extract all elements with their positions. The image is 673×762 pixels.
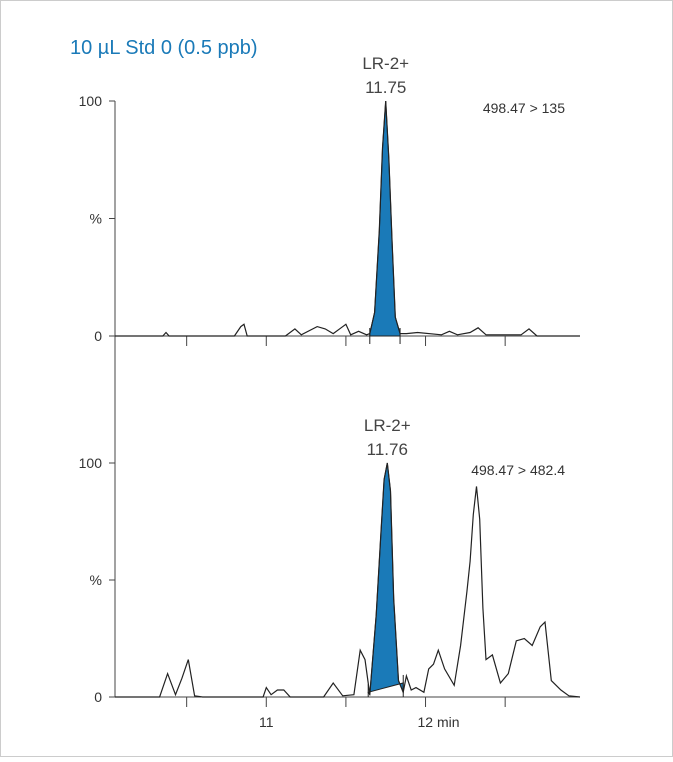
peak-rt-label: 11.76 [367, 440, 408, 459]
chromatogram-trace [115, 100, 580, 337]
y-tick-label: % [90, 211, 102, 227]
x-tick-label: 11 [259, 714, 274, 730]
transition-label: 498.47 > 135 [483, 100, 565, 116]
panel-2: 0% 100 LR-2+ 11.76 498.47 > 482.4 [79, 416, 581, 707]
y-tick-label: 0 [94, 328, 102, 344]
y-tick-label: 100 [79, 93, 103, 109]
y-tick-label: 100 [79, 455, 103, 471]
chromatogram-trace [115, 462, 581, 698]
peak-rt-label: 11.75 [365, 78, 406, 97]
y-tick-label: % [90, 572, 102, 588]
transition-label: 498.47 > 482.4 [471, 462, 565, 478]
peak-name-label: LR-2+ [362, 54, 409, 73]
panel-1: 0% 100 LR-2+ 11.75 498.47 > 135 [79, 54, 580, 346]
y-tick-label: 0 [94, 689, 102, 705]
peak-name-label: LR-2+ [364, 416, 411, 435]
x-tick-label: 12 min [418, 714, 460, 730]
chart-title: 10 µL Std 0 (0.5 ppb) [70, 37, 258, 59]
